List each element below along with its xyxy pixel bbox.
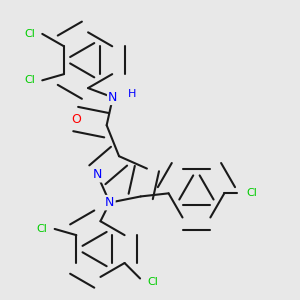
Text: N: N (108, 91, 118, 104)
Text: Cl: Cl (37, 224, 48, 234)
Text: O: O (71, 112, 81, 125)
Text: N: N (93, 168, 102, 181)
Text: H: H (128, 89, 137, 99)
Text: N: N (105, 196, 114, 209)
Text: Cl: Cl (247, 188, 258, 198)
Text: Cl: Cl (25, 75, 35, 85)
Text: Cl: Cl (25, 29, 35, 39)
Text: Cl: Cl (147, 277, 158, 286)
